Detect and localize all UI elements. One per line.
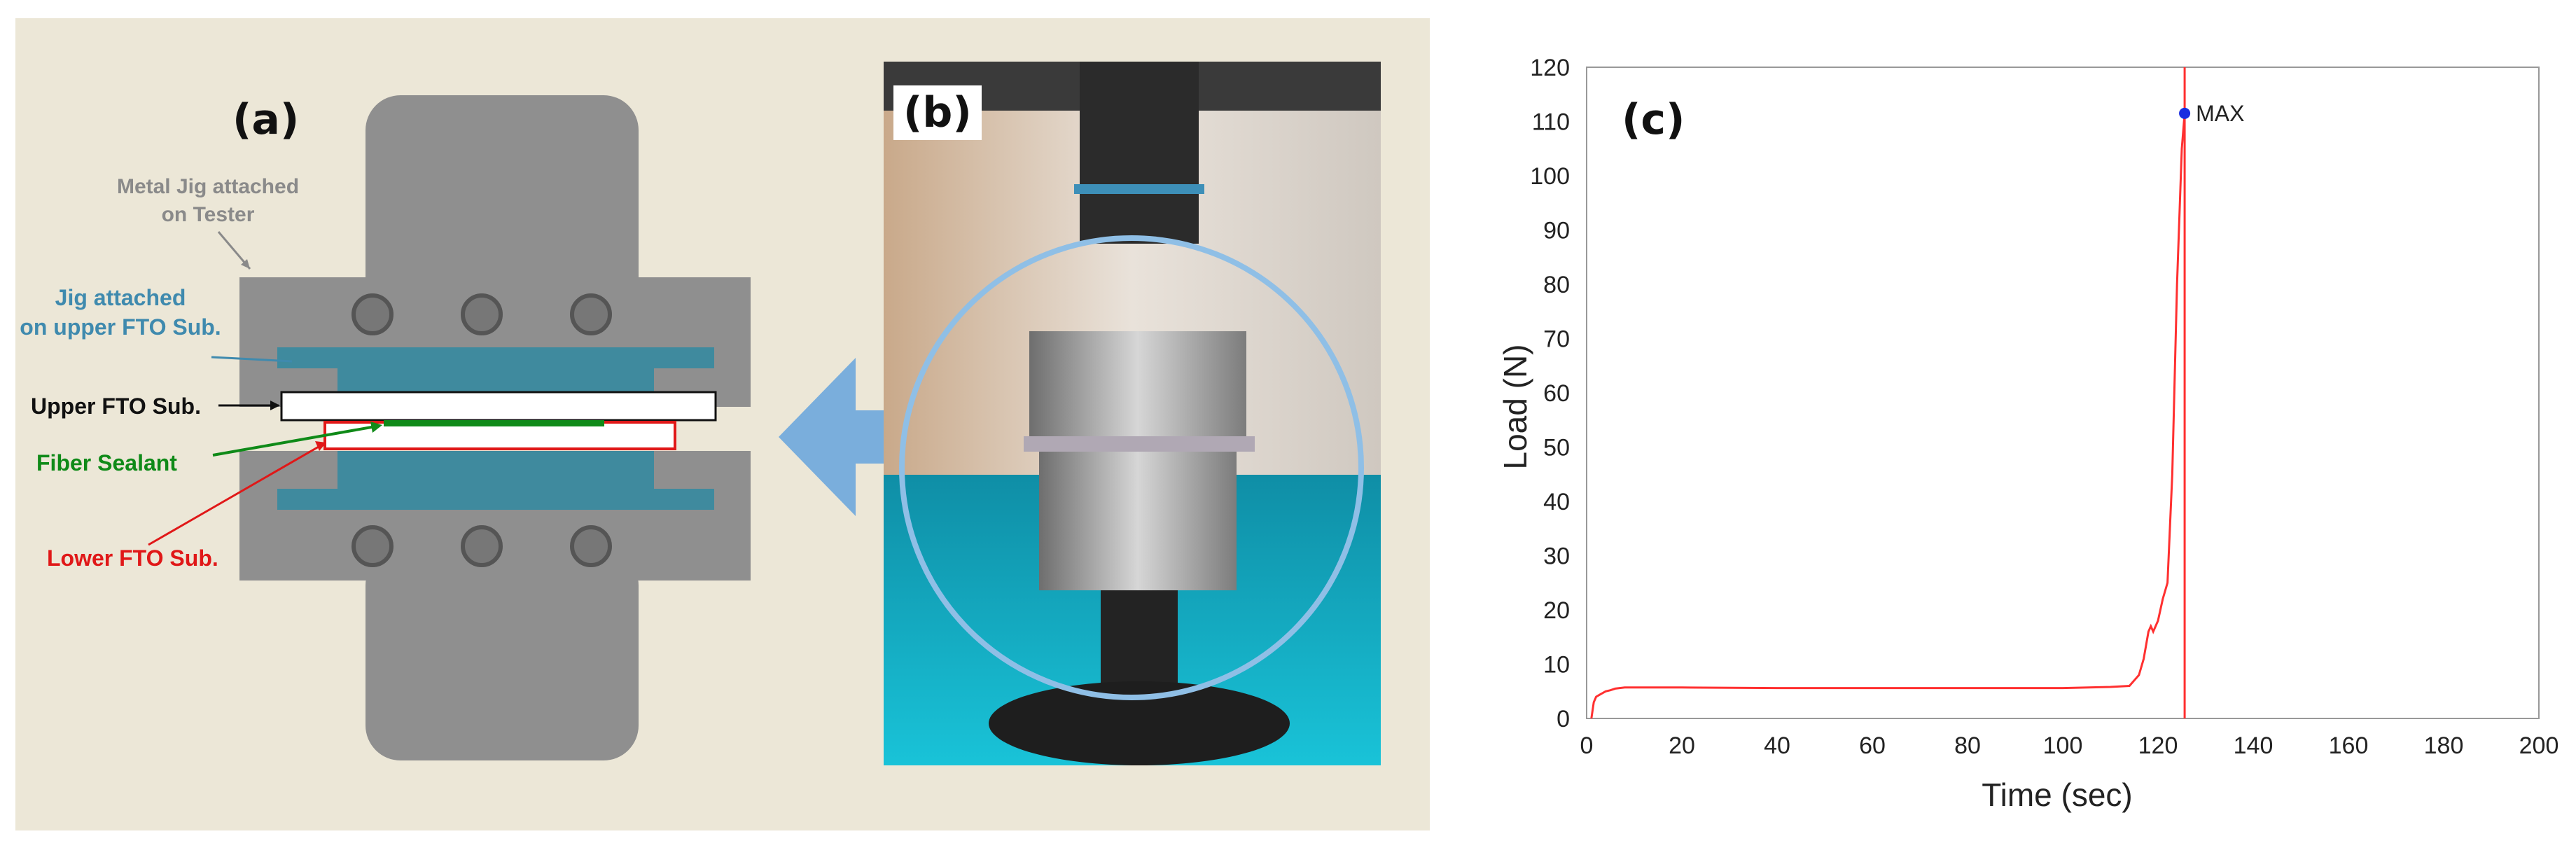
x-tick-label: 60: [1859, 732, 1886, 759]
y-tick-label: 20: [1543, 597, 1570, 624]
panel-c-tag: (c): [1622, 95, 1685, 144]
upper-fto-pointer-arrowhead: [270, 401, 280, 410]
metal-jig-label-line2: on Tester: [162, 203, 255, 226]
max-point-marker: [2179, 107, 2191, 119]
chart-tick-labels: 0 20 40 60 80 100 120 140 160 180 200 0 10 20 30 40 50 60…: [1530, 55, 2558, 759]
y-tick-label: 90: [1543, 218, 1570, 244]
grip-highlight-circle: [899, 235, 1364, 700]
lower-tester-cylinder: [365, 550, 639, 760]
upper-fto-label: Upper FTO Sub.: [31, 394, 201, 419]
jig-schematic-diagram: Metal Jig attached on Tester Jig attache…: [20, 95, 962, 760]
chart-annotations: MAX: [2179, 101, 2244, 126]
jig-upper-label-line1: Jig attached: [55, 285, 186, 310]
bolt-icon: [461, 293, 503, 335]
x-tick-label: 120: [2138, 732, 2178, 759]
panel-b-tag: (b): [893, 85, 982, 140]
y-tick-label: 50: [1543, 435, 1570, 461]
lower-fto-label: Lower FTO Sub.: [47, 545, 218, 571]
panel-c-chart: 0 20 40 60 80 100 120 140 160 180 200 0 10 20 30 40 50 60…: [1442, 18, 2576, 851]
y-tick-label: 110: [1532, 109, 1570, 136]
chart-axes: [1586, 67, 2540, 719]
base-mount: [989, 681, 1290, 765]
plot-area: [1586, 67, 2540, 719]
tester-photo-illustration: [884, 62, 1381, 765]
upper-tester-cylinder: [365, 95, 639, 312]
x-tick-label: 100: [2043, 732, 2083, 759]
left-arrow-icon: [779, 358, 962, 516]
x-tick-label: 40: [1764, 732, 1790, 759]
chart-xlabel: Time (sec): [1982, 777, 2133, 813]
lower-blue-jig-body: [337, 451, 654, 496]
y-tick-label: 80: [1543, 272, 1570, 298]
jig-upper-label-line2: on upper FTO Sub.: [20, 314, 221, 340]
x-tick-label: 0: [1580, 732, 1594, 759]
bolt-icon: [570, 293, 612, 335]
y-tick-label: 10: [1543, 652, 1570, 679]
bolt-icon: [351, 525, 394, 567]
bolt-icon: [461, 525, 503, 567]
x-tick-label: 20: [1669, 732, 1695, 759]
load-series-line: [1590, 113, 2186, 719]
chart-series: [1590, 67, 2186, 719]
x-tick-label: 160: [2329, 732, 2369, 759]
x-tick-label: 80: [1954, 732, 1981, 759]
y-tick-label: 0: [1557, 706, 1570, 732]
lower-blue-jig: [277, 489, 714, 510]
x-tick-label: 200: [2519, 732, 2559, 759]
y-tick-label: 40: [1543, 489, 1570, 515]
bolt-icon: [351, 293, 394, 335]
metal-jig-pointer-arrowhead: [241, 259, 250, 269]
panel-b-photo: (b): [884, 62, 1381, 765]
lower-shaft: [1101, 590, 1178, 688]
fiber-sealant-pointer-arrowhead: [370, 422, 382, 433]
y-tick-label: 60: [1543, 380, 1570, 407]
fiber-sealant: [384, 420, 604, 426]
y-tick-label: 120: [1530, 55, 1570, 81]
load-time-chart: 0 20 40 60 80 100 120 140 160 180 200 0 10 20 30 40 50 60…: [1497, 55, 2558, 813]
x-tick-label: 140: [2234, 732, 2274, 759]
upper-grip: [1029, 331, 1246, 436]
upper-shaft: [1080, 62, 1199, 244]
y-tick-label: 30: [1543, 543, 1570, 570]
panel-a-tag: (a): [232, 95, 300, 144]
fiber-sealant-pointer: [212, 424, 380, 457]
upper-fto-substrate: [280, 391, 717, 422]
lower-fto-pointer: [148, 443, 324, 546]
y-tick-label: 70: [1543, 326, 1570, 353]
lower-grip: [1039, 450, 1237, 590]
fiber-sealant-label: Fiber Sealant: [36, 450, 177, 475]
sample-gap: [1024, 436, 1255, 452]
x-tick-label: 180: [2424, 732, 2464, 759]
jig-upper-pointer: [211, 356, 293, 363]
bolt-icon: [570, 525, 612, 567]
y-tick-label: 100: [1530, 163, 1570, 190]
max-point-label: MAX: [2196, 101, 2244, 126]
metal-jig-label-line1: Metal Jig attached: [117, 175, 299, 198]
lower-fto-pointer-arrowhead: [315, 441, 326, 451]
shaft-ring: [1074, 184, 1204, 194]
chart-ylabel: Load (N): [1497, 345, 1533, 470]
